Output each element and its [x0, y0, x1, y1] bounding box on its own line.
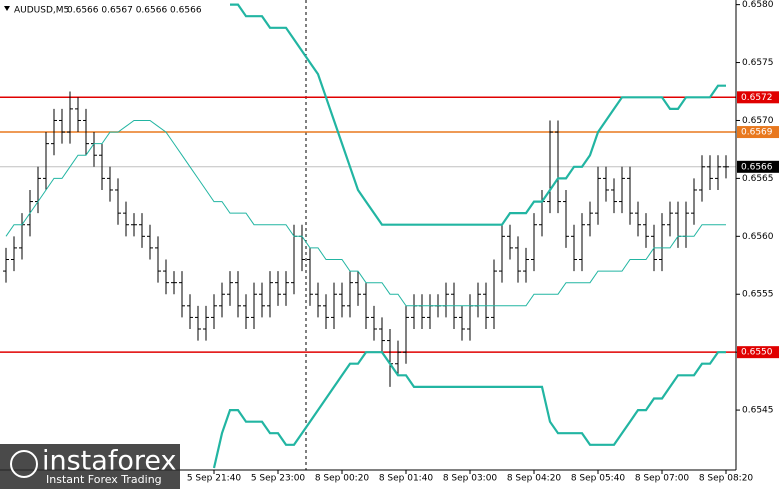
x-tick-label: 8 Sep 00:20	[315, 474, 370, 484]
watermark-logo	[10, 450, 38, 478]
level-label: 0.6550	[741, 348, 773, 358]
y-tick-label: 0.6560	[742, 232, 774, 242]
x-tick-label: 8 Sep 04:20	[507, 474, 562, 484]
y-tick-label: 0.6580	[742, 0, 774, 10]
quote: 0.6566 0.6567 0.6566 0.6566	[67, 6, 202, 16]
indicator-line	[230, 3, 726, 226]
level-label: 0.6566	[741, 162, 773, 172]
plot-area	[0, 3, 736, 469]
level-label-box	[737, 126, 779, 139]
indicator-line	[5, 120, 726, 307]
level-label-box	[737, 346, 779, 359]
header-icon	[4, 6, 10, 11]
symbol: AUDUSD,M5	[14, 6, 69, 16]
level-label: 0.6572	[741, 93, 773, 103]
x-tick-label: 8 Sep 08:20	[699, 474, 754, 484]
x-tick-label: 8 Sep 07:00	[635, 474, 690, 484]
x-tick-label: 8 Sep 03:00	[443, 474, 498, 484]
y-tick-label: 0.6565	[742, 174, 774, 184]
x-tick-label: 5 Sep 23:00	[251, 474, 306, 484]
level-label: 0.6569	[741, 128, 773, 138]
y-tick-label: 0.6570	[742, 116, 774, 126]
y-tick-label: 0.6555	[742, 290, 774, 300]
y-tick-label: 0.6545	[742, 406, 774, 416]
x-tick-label: 5 Sep 21:40	[187, 474, 242, 484]
level-label-box	[737, 91, 779, 104]
watermark-brand: instaforex	[42, 446, 176, 477]
watermark: instaforex Instant Forex Trading	[0, 444, 180, 489]
level-label-box	[737, 160, 779, 173]
x-tick-label: 8 Sep 01:40	[379, 474, 434, 484]
x-tick-label: 8 Sep 05:40	[571, 474, 626, 484]
indicator-line	[212, 351, 726, 469]
y-tick-label: 0.6575	[742, 58, 774, 68]
watermark-tagline: Instant Forex Trading	[46, 473, 162, 486]
